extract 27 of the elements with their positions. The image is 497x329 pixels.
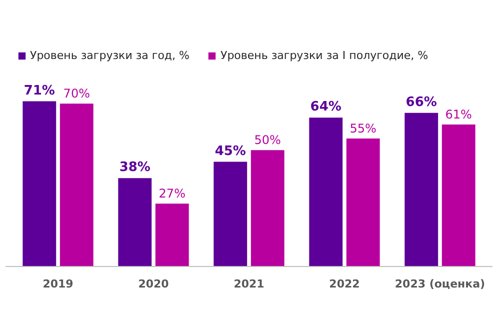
x-tick-label: 2021 [234, 278, 264, 290]
bar [22, 101, 56, 266]
bar [60, 104, 94, 266]
bar [346, 138, 380, 266]
bar [118, 178, 152, 266]
legend-label: Уровень загрузки за I полугодие, % [220, 49, 428, 62]
data-label: 61% [445, 108, 472, 122]
data-label: 70% [63, 86, 90, 101]
bar [309, 118, 343, 266]
x-tick-label: 2020 [138, 278, 170, 290]
bar [442, 124, 476, 266]
bar [404, 112, 438, 266]
data-label: 66% [406, 94, 437, 110]
bar [250, 150, 284, 266]
x-tick-label: 2022 [329, 278, 360, 290]
data-label: 71% [24, 83, 55, 98]
data-label: 45% [214, 144, 246, 159]
bar [214, 162, 248, 266]
data-label: 55% [350, 122, 376, 136]
x-tick-label: 2023 (оценка) [394, 278, 486, 290]
data-label: 50% [254, 133, 281, 148]
data-label: 38% [119, 160, 150, 176]
legend-label: Уровень загрузки за год, % [30, 49, 190, 62]
data-label: 27% [158, 186, 186, 201]
x-tick-label: 2019 [42, 278, 74, 290]
data-label: 64% [310, 100, 342, 115]
bar [155, 204, 189, 266]
